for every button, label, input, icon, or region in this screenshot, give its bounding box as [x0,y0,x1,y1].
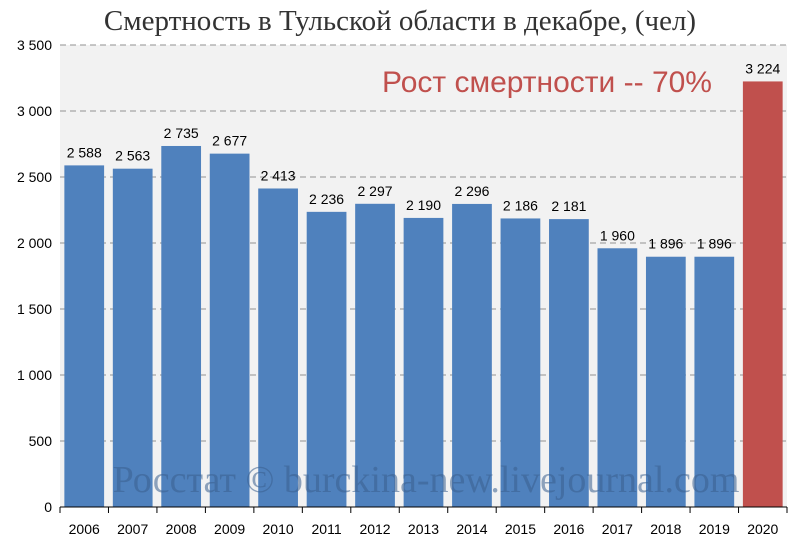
data-label: 2 236 [309,191,344,207]
data-label: 2 186 [503,197,538,213]
data-label: 2 181 [551,198,586,214]
y-tick-label: 0 [44,499,52,515]
x-tick-label: 2018 [650,521,681,537]
bar [549,219,589,507]
bar [694,256,735,507]
x-tick-label: 2020 [747,521,778,537]
y-tick-label: 3 500 [17,37,52,53]
data-label: 2 297 [358,183,393,199]
data-label: 2 296 [454,183,489,199]
data-label: 2 735 [164,125,199,141]
annotation-text: Рост смертности -- 70% [382,66,712,99]
chart-title: Смертность в Тульской области в декабре,… [104,5,696,37]
x-tick-label: 2011 [312,521,342,537]
y-tick-label: 2 000 [17,235,52,251]
x-tick-label: 2017 [602,521,633,537]
data-label: 1 960 [600,227,635,243]
y-tick-label: 2 500 [17,169,52,185]
x-tick-label: 2008 [166,521,197,537]
bar [306,211,347,507]
data-label: 3 224 [745,60,780,76]
bar [645,256,686,507]
data-label: 2 677 [212,133,247,149]
x-tick-label: 2007 [117,521,148,537]
data-label: 1 896 [648,236,683,252]
x-tick-label: 2006 [69,521,100,537]
data-label: 2 413 [261,167,296,183]
x-tick-label: 2014 [456,521,487,537]
bar [209,153,250,508]
bars [64,81,783,508]
bar [452,203,492,508]
bar [258,188,298,507]
bar [500,218,541,507]
bar [112,168,153,507]
y-tick-label: 1 500 [17,301,52,317]
bar [355,203,395,507]
data-label: 2 190 [406,197,441,213]
watermark: Росстат © burckina-new.livejournal.com [113,459,740,501]
axes: 0 500 1 000 1 500 2 000 2 500 3 000 3 500 2006 20… [17,37,788,537]
y-tick-label: 500 [29,433,53,449]
x-tick-label: 2010 [263,521,294,537]
bar [597,248,638,507]
data-label: 2 588 [67,144,102,160]
data-label: 2 563 [115,148,150,164]
data-labels: 2 588 2 563 2 735 2 677 2 413 2 236 2 297 2 190… [67,60,781,251]
x-tick-label: 2013 [408,521,439,537]
bar [403,217,444,508]
y-tick-label: 1 000 [17,367,52,383]
x-tick-label: 2009 [214,521,245,537]
bar [742,81,783,507]
bar [161,145,202,508]
bar [64,165,105,507]
x-tick-label: 2015 [505,521,536,537]
x-tick-label: 2019 [699,521,730,537]
data-label: 1 896 [697,236,732,252]
y-tick-label: 3 000 [17,103,52,119]
x-tick-label: 2012 [359,521,390,537]
x-tick-label: 2016 [553,521,584,537]
